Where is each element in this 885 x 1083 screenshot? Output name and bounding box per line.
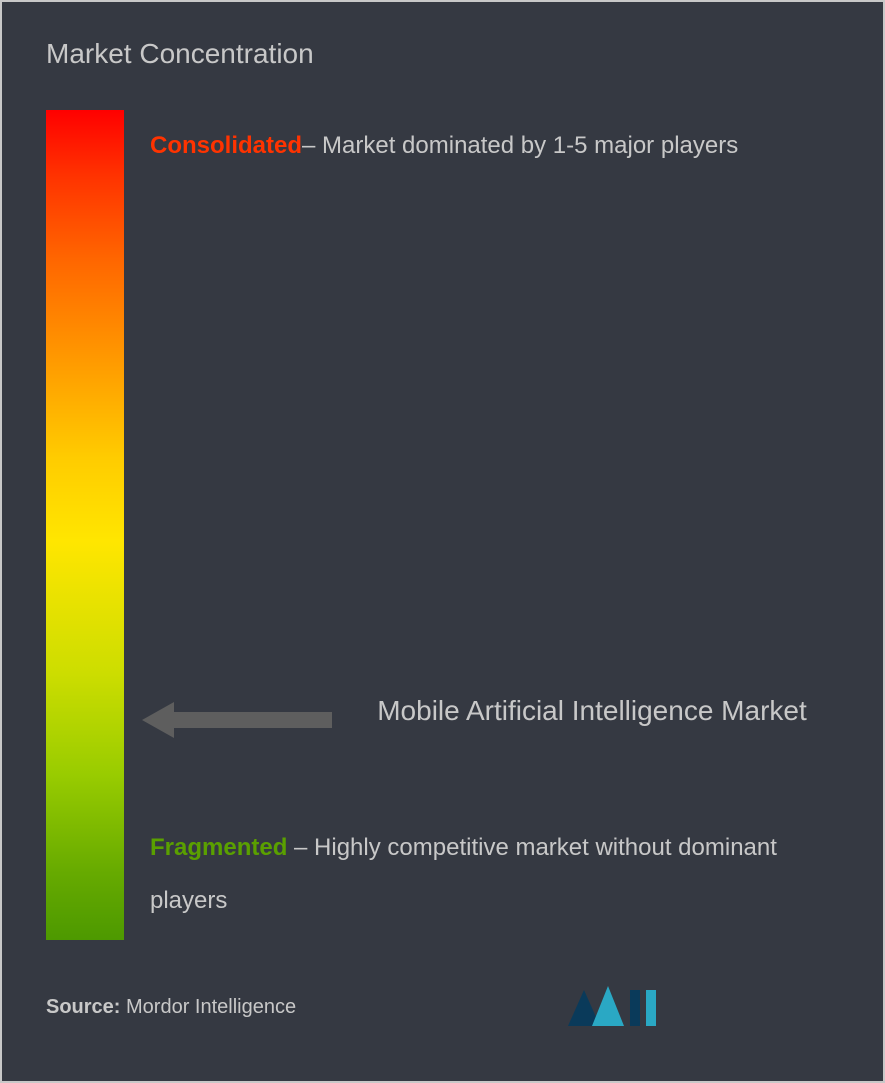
consolidated-label: Consolidated	[150, 132, 302, 159]
fragmented-label: Fragmented	[150, 834, 287, 861]
concentration-gradient-bar	[46, 110, 124, 940]
source-attribution: Source: Mordor Intelligence	[46, 996, 296, 1019]
market-pointer-arrow	[142, 700, 332, 745]
consolidated-description: Consolidated– Market dominated by 1-5 ma…	[150, 120, 850, 173]
chart-title: Market Concentration	[46, 38, 314, 70]
source-label: Source:	[46, 996, 120, 1018]
mordor-intelligence-logo	[568, 982, 664, 1035]
fragmented-description: Fragmented – Highly competitive market w…	[150, 822, 850, 928]
market-name-label: Mobile Artificial Intelligence Market	[342, 690, 842, 732]
consolidated-text: – Market dominated by 1-5 major players	[302, 132, 738, 159]
source-name: Mordor Intelligence	[120, 996, 296, 1018]
